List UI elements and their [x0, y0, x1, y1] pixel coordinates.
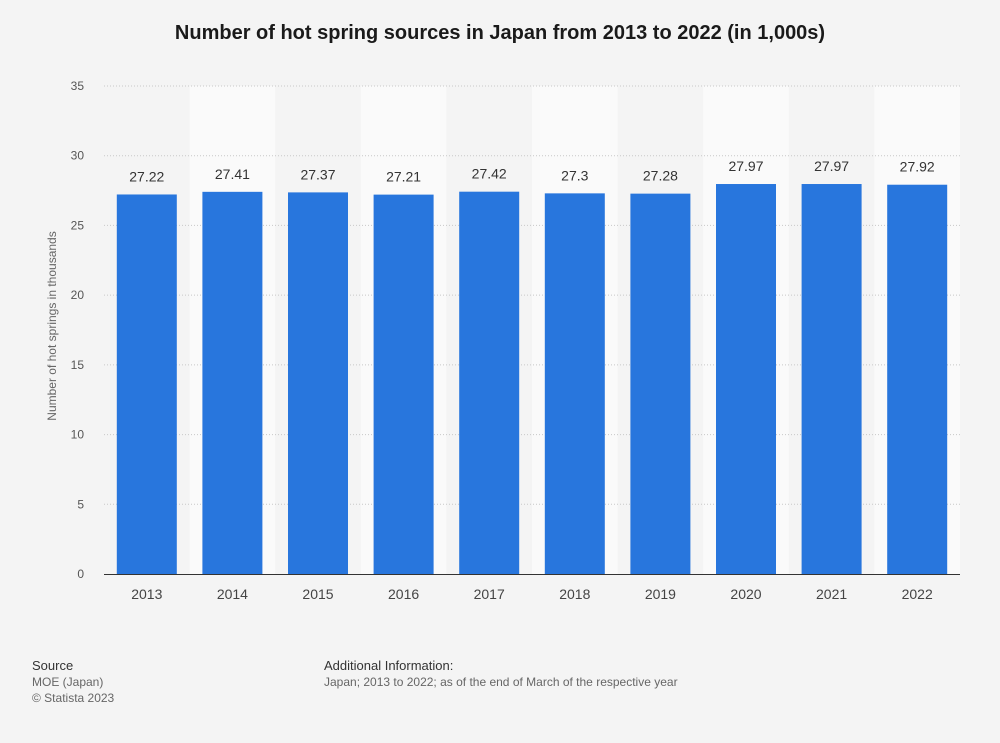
y-axis-label: Number of hot springs in thousands [45, 231, 59, 420]
y-tick-label: 5 [77, 497, 84, 511]
data-label: 27.42 [472, 166, 507, 182]
x-tick-label: 2021 [816, 586, 847, 602]
bar-2020 [716, 184, 776, 574]
data-label: 27.41 [215, 166, 250, 182]
bar-2022 [887, 184, 948, 574]
y-tick-label: 15 [71, 358, 85, 372]
x-tick-label: 2017 [474, 586, 505, 602]
x-tick-label: 2019 [645, 586, 676, 602]
bar-2019 [630, 193, 691, 574]
x-tick-label: 2014 [217, 586, 248, 602]
data-label: 27.97 [814, 158, 849, 174]
data-labels: 27.22 27.41 27.37 27.21 27.42 27.3 27.28 27.97 2… [129, 158, 935, 185]
x-tick-label: 2015 [302, 586, 333, 602]
x-tick-label: 2022 [902, 586, 933, 602]
x-tick-label: 2016 [388, 586, 419, 602]
bar-2014 [202, 191, 263, 574]
x-tick-label: 2018 [559, 586, 590, 602]
bar-2018 [544, 193, 605, 575]
y-tick-labels: 0 5 10 15 20 25 30 35 [71, 79, 85, 581]
x-tick-label: 2013 [131, 586, 162, 602]
x-tick-labels: 2013 2014 2015 2016 2017 2018 2019 2020 2021 2022 [131, 586, 933, 602]
y-tick-label: 10 [71, 428, 85, 442]
data-label: 27.28 [643, 168, 678, 184]
additional-info-text: Japan; 2013 to 2022; as of the end of Ma… [324, 675, 678, 689]
x-tick-label: 2020 [730, 586, 761, 602]
bars [116, 184, 948, 575]
source-line-2: © Statista 2023 [32, 691, 115, 705]
source-line-1: MOE (Japan) [32, 675, 104, 689]
data-label: 27.92 [900, 159, 935, 175]
additional-info-block: Additional Information: Japan; 2013 to 2… [324, 658, 678, 690]
bar-2016 [373, 194, 434, 574]
data-label: 27.22 [129, 168, 164, 184]
bar-2017 [459, 191, 520, 574]
y-tick-label: 0 [77, 567, 84, 581]
y-tick-label: 20 [71, 288, 85, 302]
data-label: 27.21 [386, 169, 421, 185]
data-label: 27.3 [561, 167, 588, 183]
chart-title: Number of hot spring sources in Japan fr… [174, 22, 826, 44]
bar-2015 [288, 192, 348, 574]
bar-2021 [801, 184, 862, 574]
y-tick-label: 30 [71, 149, 85, 163]
data-label: 27.97 [728, 158, 763, 174]
source-heading: Source [32, 658, 74, 673]
source-block: Source MOE (Japan) © Statista 2023 [32, 658, 114, 706]
y-tick-label: 35 [71, 79, 85, 93]
data-label: 27.37 [300, 166, 335, 182]
additional-info-heading: Additional Information: [324, 658, 454, 673]
bar-2013 [116, 194, 177, 574]
y-tick-label: 25 [71, 218, 85, 232]
